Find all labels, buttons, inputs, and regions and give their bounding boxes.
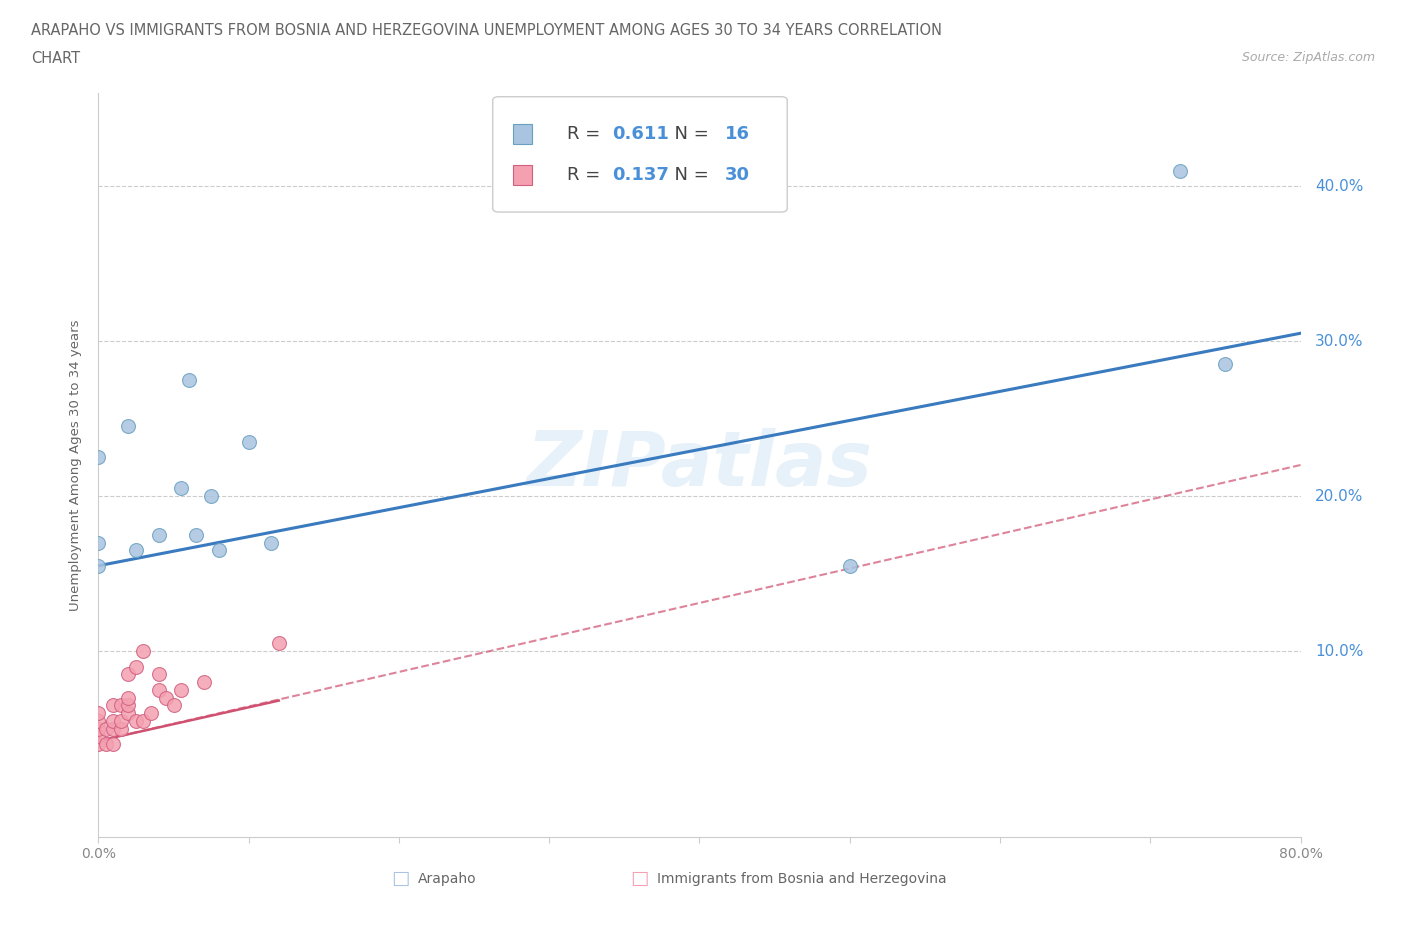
Point (125, 659, 148, 674)
Point (94, 721, 117, 736)
Text: 30: 30 (724, 166, 749, 184)
Point (87, 450, 110, 465)
Text: 30.0%: 30.0% (1315, 334, 1364, 349)
Point (177, 372, 200, 387)
Point (87, 737, 110, 751)
Point (103, 713, 125, 728)
Point (193, 674, 215, 689)
Point (132, 644, 155, 658)
Text: 16: 16 (724, 125, 749, 143)
FancyBboxPatch shape (492, 97, 787, 212)
Point (110, 713, 132, 728)
Bar (513, 166, 531, 184)
Point (200, 488, 222, 503)
Point (110, 721, 132, 736)
Text: 20.0%: 20.0% (1315, 488, 1364, 503)
Text: □: □ (630, 870, 650, 888)
Point (170, 683, 193, 698)
Point (117, 690, 139, 705)
Point (87, 721, 110, 736)
Point (162, 698, 184, 712)
Point (117, 667, 139, 682)
Point (125, 543, 148, 558)
Text: ZIPatlas: ZIPatlas (526, 428, 873, 502)
Point (238, 434, 260, 449)
Point (117, 698, 139, 712)
Text: N =: N = (664, 166, 714, 184)
Text: CHART: CHART (31, 51, 80, 66)
Text: □: □ (391, 870, 411, 888)
Text: 0.611: 0.611 (612, 125, 669, 143)
Text: R =: R = (567, 166, 606, 184)
Point (148, 683, 170, 698)
Point (87, 558, 110, 573)
Text: R =: R = (567, 125, 606, 143)
Point (117, 418, 139, 433)
Point (87, 535, 110, 550)
Text: Immigrants from Bosnia and Herzegovina: Immigrants from Bosnia and Herzegovina (657, 871, 946, 886)
Point (87, 713, 110, 728)
Text: ARAPAHO VS IMMIGRANTS FROM BOSNIA AND HERZEGOVINA UNEMPLOYMENT AMONG AGES 30 TO : ARAPAHO VS IMMIGRANTS FROM BOSNIA AND HE… (31, 23, 942, 38)
Point (103, 737, 125, 751)
Point (103, 698, 125, 712)
Point (148, 527, 170, 542)
Point (260, 535, 283, 550)
Point (103, 721, 125, 736)
Text: Source: ZipAtlas.com: Source: ZipAtlas.com (1241, 51, 1375, 64)
Point (139, 706, 162, 721)
Point (267, 636, 290, 651)
Text: 40.0%: 40.0% (1315, 179, 1364, 193)
Point (94, 737, 117, 751)
Y-axis label: Unemployment Among Ages 30 to 34 years: Unemployment Among Ages 30 to 34 years (69, 319, 83, 611)
Text: 10.0%: 10.0% (1315, 644, 1364, 658)
Point (132, 713, 155, 728)
Point (125, 713, 148, 728)
Point (155, 690, 177, 705)
Text: 0.137: 0.137 (612, 166, 669, 184)
Point (1215, 357, 1237, 372)
Point (110, 698, 132, 712)
Point (87, 729, 110, 744)
Text: Arapaho: Arapaho (418, 871, 477, 886)
Point (117, 706, 139, 721)
Point (1170, 163, 1192, 178)
Text: N =: N = (664, 125, 714, 143)
Point (87, 706, 110, 721)
Point (148, 667, 170, 682)
Bar (513, 125, 531, 143)
Point (184, 527, 207, 542)
Point (208, 543, 231, 558)
Point (838, 558, 860, 573)
Point (170, 481, 193, 496)
